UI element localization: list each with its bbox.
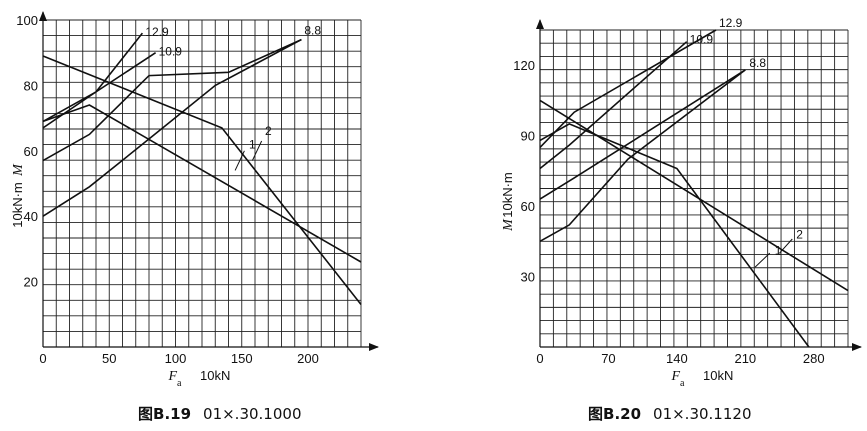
series-label-12-9: 12.9 [719,16,743,30]
series-line-1-b19 [42,38,302,217]
x-axis-label: Fa [670,369,685,389]
series-leader-2 [779,238,793,254]
series-line-2-b19 [42,55,362,305]
series-line-12-9-b19 [42,32,144,123]
series-label-1: 1 [249,137,256,151]
y-axis-label: M [11,163,26,177]
series-line-10-9-b20 [539,41,688,170]
x-tick-label: 0 [536,351,543,366]
caption-code-b19: 01×.30.1000 [203,405,301,423]
caption-b19: 图B.19 01×.30.1000 [138,405,301,423]
caption-code-b20: 01×.30.1120 [653,405,751,423]
y-tick-label: 30 [521,270,535,285]
y-tick-label: 20 [24,275,38,290]
x-tick-label: 0 [39,351,46,366]
y-tick-label: 80 [24,78,38,93]
series-line-8-8-b19 [42,38,302,162]
x-tick-label: 140 [666,351,688,366]
labels-b19: 0 50 100 150 200 20 40 60 80 100 M 10kN·m Fa 10kN 12.9… [10,13,321,389]
caption-prefix-b19: 图 [138,405,153,423]
x-axis-label: Fa [167,369,182,389]
series-label-8-8: 8.8 [304,24,321,38]
series-label-12-9: 12.9 [145,25,169,39]
x-axis-label-sub: a [680,378,685,389]
x-tick-label: 210 [734,351,756,366]
y-tick-label: 60 [521,199,535,214]
x-tick-label: 280 [803,351,825,366]
grid-b20 [536,19,862,351]
series-line-unlabeled-5-b19 [42,104,362,263]
series-leader-1 [234,150,245,171]
caption-b20: 图B.20 01×.30.1120 [588,405,751,423]
chart-b19: 0 50 100 150 200 20 40 60 80 100 M 10kN·m Fa 10kN 12.9… [10,11,379,389]
series-leader-1 [754,252,771,268]
caption-prefix-b20: 图 [588,405,603,423]
series-line-10-9-b19 [42,52,157,129]
series-leader-2 [251,140,263,161]
y-tick-label: 120 [513,58,535,73]
x-tick-label: 100 [165,351,187,366]
y-axis-label: M [501,218,516,232]
y-tick-label: 60 [24,144,38,159]
y-axis-unit: 10kN·m [10,182,25,228]
x-tick-label: 50 [102,351,116,366]
x-axis-unit: 10kN [200,368,230,383]
series-label-2: 2 [265,124,272,138]
x-tick-label: 70 [601,351,615,366]
series-label-8-8: 8.8 [749,56,766,70]
y-tick-label: 100 [16,13,38,28]
y-axis-unit: 10kN·m [500,172,515,218]
series-line-unlabeled-5-b20 [539,123,810,348]
series-line-1-b20 [539,69,746,242]
caption-id-b19: B.19 [153,405,191,423]
series-label-10-9: 10.9 [159,45,183,59]
series-label-10-9: 10.9 [690,33,714,47]
series-line-8-8-b20 [539,69,746,200]
x-tick-label: 200 [297,351,319,366]
series-label-2: 2 [796,227,803,241]
caption-id-b20: B.20 [603,405,641,423]
series-line-2-b20 [539,99,849,292]
series-label-1: 1 [775,244,782,258]
curves-b19 [42,32,362,305]
y-tick-label: 90 [521,129,535,144]
grid-b19 [39,11,379,351]
curves-b20 [539,29,849,348]
y-tick-label: 40 [24,209,38,224]
x-tick-label: 150 [231,351,253,366]
x-axis-label-sub: a [177,378,182,389]
x-axis-unit: 10kN [703,368,733,383]
